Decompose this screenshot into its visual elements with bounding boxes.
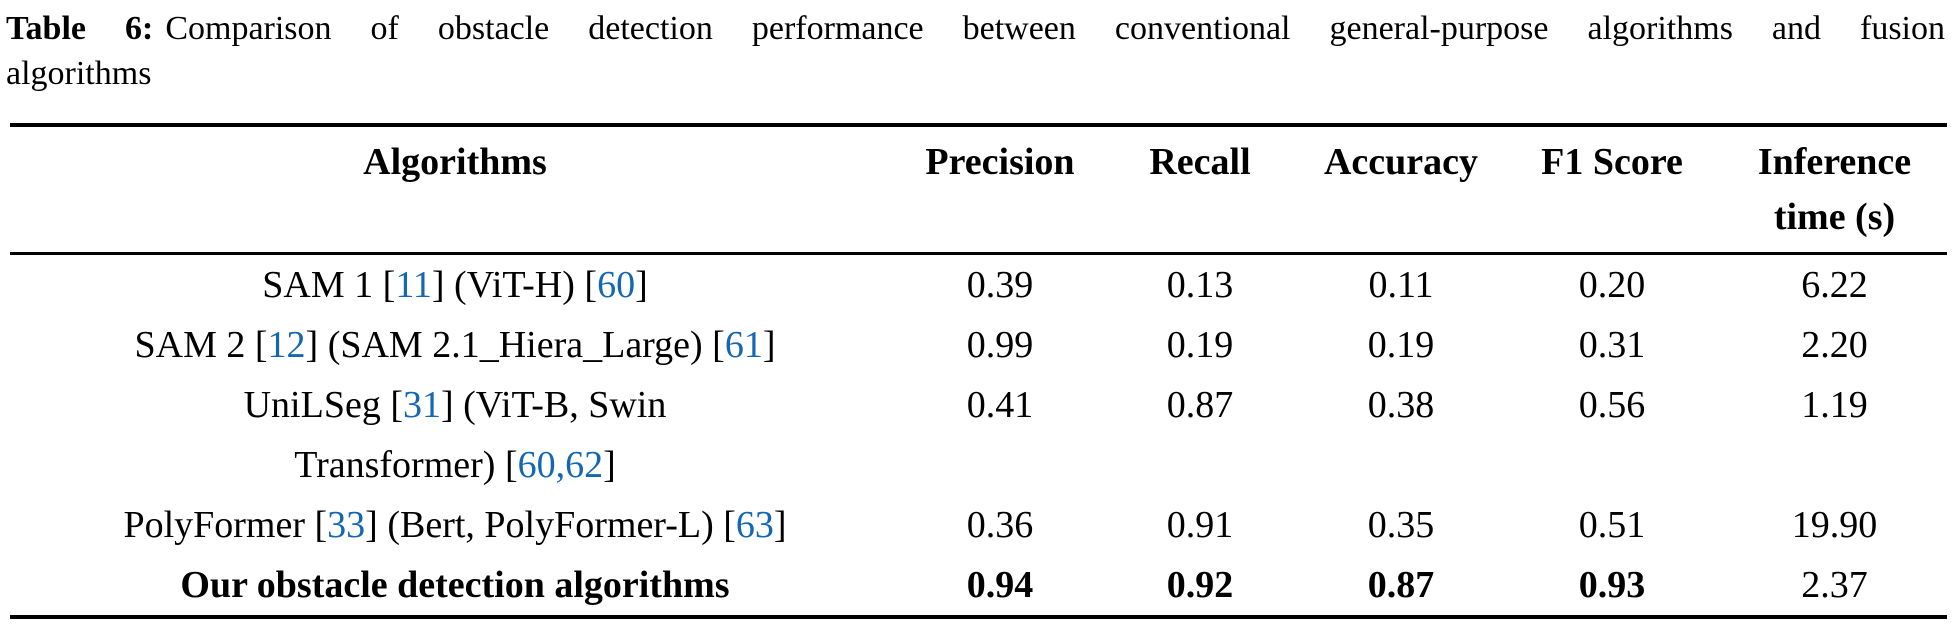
algorithm-name-text: ] (635, 264, 648, 306)
precision-value: 0.99 (966, 324, 1034, 366)
citation-link[interactable]: 12 (267, 324, 306, 366)
accuracy-value: 0.35 (1367, 504, 1435, 546)
algorithm-name-text: PolyFormer [ (123, 504, 328, 546)
algorithm-name-text: ] (ViT-B, Swin (440, 384, 667, 426)
table-row-polyformer: PolyFormer [33] (Bert, PolyFormer-L) [63… (10, 495, 1947, 555)
algorithm-name-line1: UniLSeg [31] (ViT-B, Swin (10, 375, 900, 435)
citation-link[interactable]: 31 (402, 384, 441, 426)
col-header-inference-label-line2: time (s) (1773, 196, 1896, 238)
algorithm-name-text: Our obstacle detection algorithms (180, 564, 730, 606)
accuracy-value: 0.87 (1300, 555, 1502, 619)
f1-value: 0.20 (1578, 264, 1646, 306)
table-caption: Table 6: Comparison of obstacle detection… (0, 0, 1955, 96)
header-row: Algorithms Precision Recall Accuracy F1 … (10, 123, 1947, 255)
inference-time-value: 2.37 (1722, 555, 1947, 619)
f1-value: 0.51 (1578, 504, 1646, 546)
col-header-accuracy: Accuracy (1300, 123, 1502, 255)
algorithm-name-cell: SAM 2 [12] (SAM 2.1_Hiera_Large) [61] (10, 315, 900, 375)
accuracy-value: 0.19 (1367, 324, 1435, 366)
algorithm-name-text: ] (762, 324, 776, 366)
col-header-recall-label: Recall (1149, 141, 1251, 183)
col-header-algorithms-label: Algorithms (363, 141, 547, 183)
algorithm-name-cell: PolyFormer [33] (Bert, PolyFormer-L) [63… (10, 495, 900, 555)
precision-value: 0.94 (900, 555, 1100, 619)
recall-value: 0.19 (1166, 324, 1234, 366)
recall-value: 0.13 (1166, 264, 1234, 306)
precision-value: 0.41 (966, 384, 1034, 426)
table-row-ours: Our obstacle detection algorithms 0.94 0… (10, 555, 1947, 619)
f1-value: 0.31 (1578, 324, 1646, 366)
col-header-recall: Recall (1100, 123, 1300, 255)
col-header-algorithms: Algorithms (10, 123, 900, 255)
citation-link[interactable]: 60 (597, 264, 636, 306)
col-header-precision: Precision (900, 123, 1100, 255)
table-row-sam1: SAM 1 [11] (ViT-H) [60] 0.39 0.13 0.11 0… (10, 254, 1947, 316)
algorithm-name-text: UniLSeg [ (243, 384, 403, 426)
algorithm-name-text: Transformer) [ (294, 444, 518, 486)
col-header-accuracy-label: Accuracy (1323, 141, 1479, 183)
col-header-inference-label-line1: Inference (1757, 141, 1912, 183)
col-header-precision-label: Precision (925, 141, 1075, 183)
citation-link[interactable]: 11 (395, 264, 432, 306)
inference-time-value: 6.22 (1801, 264, 1868, 306)
algorithm-name-text: SAM 2 [ (134, 324, 268, 366)
citation-link[interactable]: 61 (724, 324, 763, 366)
f1-value: 0.56 (1578, 384, 1646, 426)
inference-time-value: 1.19 (1801, 384, 1868, 426)
recall-value: 0.92 (1100, 555, 1300, 619)
col-header-inference-time: Inference time (s) (1722, 123, 1947, 255)
table-caption-label: Table 6: (6, 10, 154, 47)
algorithm-name-text: SAM 1 [ (262, 264, 396, 306)
algorithm-name-text: ] (Bert, PolyFormer-L) [ (365, 504, 736, 546)
algorithm-name-text: ] (773, 504, 787, 546)
algorithm-name-line2: Transformer) [60,62] (10, 435, 900, 495)
citation-link[interactable]: 60,62 (517, 444, 604, 486)
accuracy-value: 0.11 (1368, 264, 1434, 306)
col-header-f1-label: F1 Score (1541, 141, 1683, 183)
recall-value: 0.87 (1166, 384, 1234, 426)
table-caption-line1: Table 6: Comparison of obstacle detection… (6, 6, 1945, 51)
precision-value: 0.36 (966, 504, 1034, 546)
inference-time-value: 2.20 (1801, 324, 1868, 366)
algorithm-name-cell: SAM 1 [11] (ViT-H) [60] (10, 254, 900, 316)
table-caption-line2: algorithms (6, 55, 152, 92)
table-row-unilseg: UniLSeg [31] (ViT-B, Swin Transformer) [… (10, 375, 1947, 495)
table-row-sam2: SAM 2 [12] (SAM 2.1_Hiera_Large) [61] 0.… (10, 315, 1947, 375)
col-header-f1-score: F1 Score (1502, 123, 1722, 255)
table-caption-text: Comparison of obstacle detection perform… (165, 10, 1946, 47)
inference-time-value: 19.90 (1791, 504, 1878, 546)
citation-link[interactable]: 63 (735, 504, 774, 546)
precision-value: 0.39 (966, 264, 1034, 306)
algorithm-name-text: ] (ViT-H) [ (431, 264, 598, 306)
f1-value: 0.93 (1502, 555, 1722, 619)
results-table: Algorithms Precision Recall Accuracy F1 … (10, 123, 1947, 619)
algorithm-name-text: ] (SAM 2.1_Hiera_Large) [ (305, 324, 725, 366)
citation-link[interactable]: 33 (327, 504, 366, 546)
recall-value: 0.91 (1166, 504, 1234, 546)
algorithm-name-cell: UniLSeg [31] (ViT-B, Swin Transformer) [… (10, 375, 900, 495)
algorithm-name-cell: Our obstacle detection algorithms (10, 555, 900, 619)
accuracy-value: 0.38 (1367, 384, 1435, 426)
algorithm-name-text: ] (603, 444, 616, 486)
